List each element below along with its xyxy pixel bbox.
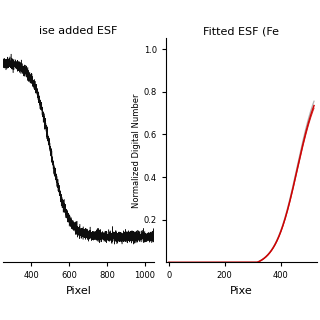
Y-axis label: Normalized Digital Number: Normalized Digital Number xyxy=(132,93,141,208)
X-axis label: Pixe: Pixe xyxy=(230,286,253,296)
Title: ise added ESF: ise added ESF xyxy=(39,26,118,36)
X-axis label: Pixel: Pixel xyxy=(66,286,92,296)
Title: Fitted ESF (Fe: Fitted ESF (Fe xyxy=(204,26,279,36)
